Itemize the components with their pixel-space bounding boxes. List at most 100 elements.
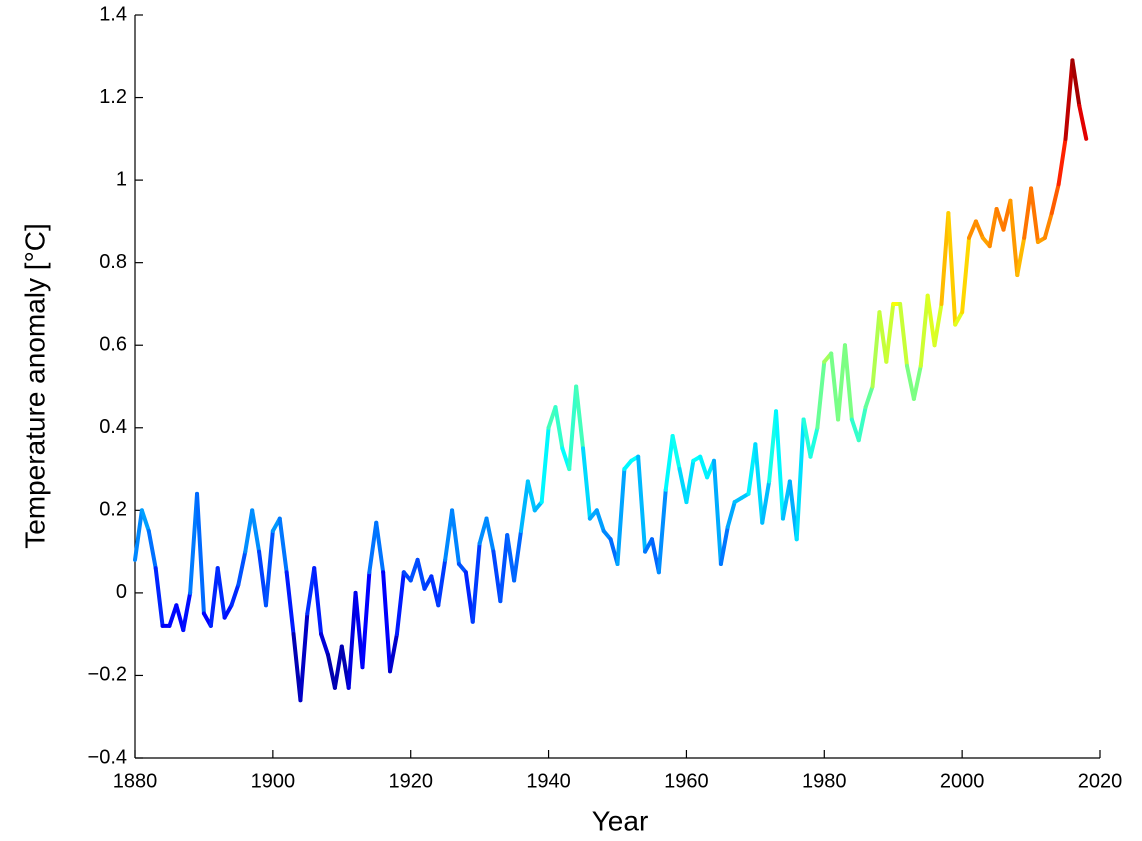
line-segment (277, 516, 289, 575)
line-segment (208, 566, 220, 628)
line-segment (884, 301, 896, 364)
y-tick-label: 0.6 (99, 334, 127, 356)
line-segment (684, 458, 696, 505)
x-tick-label: 1880 (113, 770, 158, 792)
line-segment (670, 434, 682, 472)
x-axis-label: Year (592, 805, 649, 836)
line-segment (960, 235, 972, 315)
line-segment (450, 508, 461, 566)
line-segment (953, 310, 965, 327)
line-segment (215, 566, 227, 620)
line-segment (1015, 235, 1027, 278)
line-segment (374, 520, 386, 575)
line-segment (753, 442, 765, 525)
line-segment (222, 603, 234, 620)
y-tick-label: 0.2 (99, 499, 127, 521)
line-segment (581, 446, 592, 521)
line-segment (1022, 186, 1034, 240)
line-segment (863, 384, 875, 410)
line-segment (967, 219, 978, 240)
line-segment (677, 467, 689, 505)
line-segment (360, 570, 372, 670)
line-segment (594, 508, 606, 533)
x-tick-label: 1900 (251, 770, 296, 792)
line-segment (1008, 198, 1020, 278)
line-segment (470, 541, 482, 624)
line-segment (505, 533, 517, 583)
y-tick-label: 0.8 (99, 251, 127, 273)
line-segment (987, 207, 999, 249)
line-segment (1056, 136, 1068, 187)
y-tick-label: 0 (116, 581, 127, 603)
line-segment (898, 301, 909, 368)
line-segment (842, 343, 854, 422)
line-segment (829, 351, 841, 422)
line-segment (567, 384, 579, 472)
line-segment (153, 566, 165, 628)
line-segment (615, 467, 627, 566)
line-segment (229, 582, 241, 608)
line-segment (367, 520, 379, 575)
line-segment (636, 454, 648, 554)
line-segment (436, 557, 448, 608)
line-segment (512, 528, 523, 583)
line-segment (712, 458, 723, 566)
line-segment (188, 491, 200, 595)
line-segment (243, 508, 255, 554)
y-tick-label: 1.4 (99, 3, 127, 25)
line-segment (498, 533, 510, 604)
line-segment (312, 566, 324, 637)
line-segment (167, 603, 179, 628)
y-tick-label: 1.2 (99, 86, 127, 108)
line-segment (539, 425, 551, 505)
line-segment (925, 293, 937, 348)
line-segment (381, 570, 393, 674)
line-segment (553, 405, 565, 451)
line-segment (808, 425, 820, 459)
line-segment (525, 479, 537, 513)
line-segment (698, 454, 710, 480)
line-segment (139, 508, 151, 533)
line-segment (815, 359, 827, 430)
line-segment (284, 570, 296, 637)
line-segment (519, 479, 530, 533)
line-segment (794, 417, 806, 542)
line-segment (574, 384, 586, 451)
line-segment (656, 487, 668, 575)
line-segment (346, 590, 358, 690)
line-segment (195, 491, 206, 616)
line-segment (332, 644, 344, 690)
line-segment (1042, 211, 1054, 240)
line-segment (415, 557, 427, 591)
line-segment (146, 528, 158, 571)
x-tick-label: 2020 (1078, 770, 1123, 792)
line-segment (443, 508, 455, 562)
line-segment (905, 363, 916, 401)
x-tick-label: 1960 (664, 770, 709, 792)
y-axis-label: Temperature anomaly [°C] (19, 223, 50, 549)
line-segment (918, 293, 930, 368)
x-tick-label: 1920 (388, 770, 433, 792)
line-segment (932, 301, 944, 348)
y-tick-label: −0.2 (88, 664, 127, 686)
line-segment (760, 479, 772, 525)
line-segment (1029, 186, 1040, 245)
line-segment (263, 528, 275, 608)
line-segment (250, 508, 262, 554)
line-segment (388, 632, 399, 674)
line-segment (298, 611, 310, 703)
line-segment (133, 508, 144, 562)
line-segment (725, 500, 737, 529)
line-segment (319, 632, 330, 657)
x-tick-label: 2000 (940, 770, 985, 792)
line-segment (1070, 58, 1082, 108)
y-tick-label: 0.4 (99, 416, 127, 438)
line-segment (326, 652, 337, 690)
line-segment (718, 524, 730, 566)
line-segment (181, 590, 193, 633)
line-segment (236, 549, 248, 587)
line-segment (836, 343, 847, 422)
line-segment (353, 590, 365, 670)
